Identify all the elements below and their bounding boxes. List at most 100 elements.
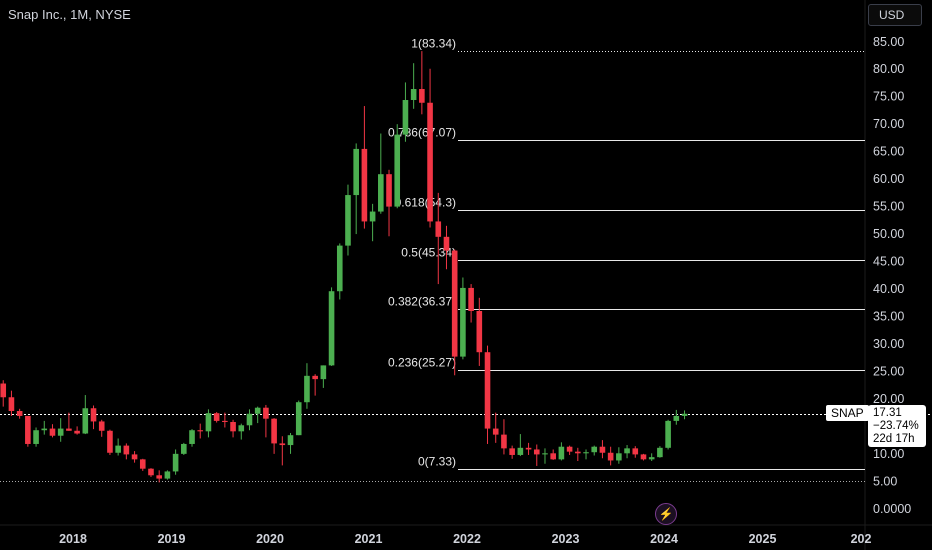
candle-body bbox=[90, 408, 97, 422]
candle-body bbox=[599, 446, 606, 453]
y-tick-label: 0.0000 bbox=[873, 502, 911, 516]
candle-body bbox=[402, 100, 409, 135]
fib-level-label: 0(7.33) bbox=[418, 455, 456, 469]
y-tick-label: 55.00 bbox=[873, 200, 904, 214]
candle-body bbox=[566, 446, 573, 452]
candle-body bbox=[427, 102, 433, 222]
candle-body bbox=[181, 443, 187, 454]
candle-body bbox=[410, 89, 417, 101]
last-price-box: 17.31 −23.74% 22d 17h bbox=[868, 405, 926, 447]
candle-body bbox=[665, 420, 671, 448]
y-tick-label: 85.00 bbox=[873, 35, 904, 49]
fib-level-label: 0.618(54.3) bbox=[395, 196, 456, 210]
candle-body bbox=[607, 452, 614, 461]
candle-body bbox=[632, 448, 639, 455]
candle-body bbox=[328, 291, 335, 366]
x-tick-label: 2023 bbox=[552, 532, 580, 546]
y-tick-label: 80.00 bbox=[873, 62, 904, 76]
candle-body bbox=[148, 468, 154, 476]
candle-body bbox=[82, 408, 89, 434]
candle-body bbox=[57, 428, 64, 436]
candle-body bbox=[295, 402, 302, 436]
y-tick-label: 65.00 bbox=[873, 145, 904, 159]
candle-body bbox=[49, 428, 56, 436]
candle-body bbox=[312, 375, 318, 380]
candle-body bbox=[0, 383, 7, 398]
candle-body bbox=[205, 413, 212, 432]
fib-level-label: 0.236(25.27) bbox=[388, 356, 456, 370]
candle-body bbox=[575, 451, 581, 454]
candle-body bbox=[156, 475, 162, 479]
x-tick-label: 2018 bbox=[59, 532, 87, 546]
candle-body bbox=[673, 415, 680, 421]
currency-button[interactable]: USD bbox=[868, 4, 922, 26]
x-tick-label: 2024 bbox=[650, 532, 678, 546]
y-tick-label: 25.00 bbox=[873, 364, 904, 378]
candle-body bbox=[287, 435, 294, 446]
candle-body bbox=[492, 428, 499, 435]
candle-body bbox=[279, 443, 286, 446]
candle-body bbox=[336, 245, 343, 292]
candle-body bbox=[213, 413, 220, 421]
candle-body bbox=[74, 430, 80, 434]
x-tick-label: 2022 bbox=[453, 532, 481, 546]
x-tick-label: 2020 bbox=[256, 532, 284, 546]
candle-body bbox=[443, 236, 450, 251]
candle-body bbox=[476, 310, 483, 353]
y-tick-label: 35.00 bbox=[873, 309, 904, 323]
x-tick-label: 202 bbox=[851, 532, 872, 546]
candle-body bbox=[238, 425, 245, 432]
candle-body bbox=[271, 418, 277, 444]
candle-body bbox=[509, 448, 515, 455]
candle-body bbox=[320, 365, 327, 380]
candle-body bbox=[501, 434, 507, 449]
candle-body bbox=[254, 407, 261, 414]
candle-body bbox=[66, 428, 72, 431]
candle-body bbox=[369, 211, 376, 222]
candle-body bbox=[115, 445, 121, 453]
y-tick-label: 50.00 bbox=[873, 227, 904, 241]
candle-body bbox=[263, 407, 269, 419]
candle-body bbox=[16, 410, 23, 416]
candle-body bbox=[8, 397, 15, 411]
candle-body bbox=[139, 459, 146, 469]
candle-body bbox=[189, 430, 195, 444]
x-tick-label: 2019 bbox=[158, 532, 186, 546]
y-tick-label: 45.00 bbox=[873, 255, 904, 269]
x-tick-label: 2025 bbox=[749, 532, 777, 546]
candle-body bbox=[624, 448, 630, 454]
candle-body bbox=[681, 413, 688, 416]
price-change: −23.74% bbox=[873, 420, 919, 432]
candle-body bbox=[591, 446, 598, 453]
candle-body bbox=[640, 454, 647, 460]
candle-body bbox=[25, 415, 31, 444]
y-tick-label: 60.00 bbox=[873, 172, 904, 186]
candle-body bbox=[131, 454, 138, 460]
candle-body bbox=[550, 453, 556, 460]
candle-body bbox=[419, 89, 425, 103]
candle-body bbox=[33, 430, 39, 444]
candle-body bbox=[123, 445, 130, 455]
candle-body bbox=[164, 471, 171, 479]
y-tick-label: 5.00 bbox=[873, 474, 897, 488]
fib-level-label: 0.5(45.34) bbox=[401, 246, 456, 260]
candle-body bbox=[435, 221, 442, 237]
candle-body bbox=[542, 453, 548, 455]
y-tick-label: 70.00 bbox=[873, 117, 904, 131]
last-price: 17.31 bbox=[873, 407, 902, 419]
candle-body bbox=[345, 195, 351, 246]
candle-body bbox=[533, 449, 540, 455]
candle-body bbox=[583, 452, 589, 454]
candle-body bbox=[378, 174, 384, 212]
symbol-label: SNAP bbox=[826, 405, 869, 421]
candle-body bbox=[172, 453, 179, 472]
fib-level-label: 0.382(36.37) bbox=[388, 295, 456, 309]
candle-body bbox=[468, 287, 474, 311]
y-tick-label: 40.00 bbox=[873, 282, 904, 296]
x-tick-label: 2021 bbox=[355, 532, 383, 546]
fib-level-label: 1(83.34) bbox=[411, 37, 456, 51]
candle-body bbox=[525, 447, 532, 450]
y-tick-label: 20.00 bbox=[873, 392, 904, 406]
lightning-icon[interactable]: ⚡ bbox=[655, 503, 677, 525]
